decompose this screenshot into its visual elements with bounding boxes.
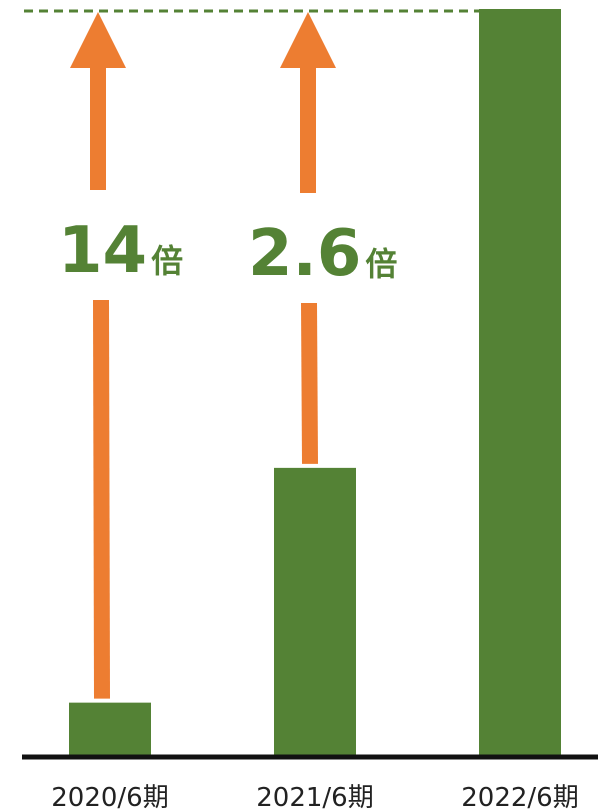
multiplier-unit-0: 倍 — [151, 242, 183, 280]
arrow-shaft-upper-1 — [300, 66, 316, 193]
bar-2 — [479, 9, 561, 756]
bar-1 — [274, 467, 356, 756]
arrow-head-0 — [70, 12, 126, 68]
x-axis-tick-labels: 2020/6期 2021/6期 2022/6期 — [51, 783, 578, 812]
x-tick-label-1: 2021/6期 — [256, 783, 373, 812]
multiplier-value-0: 14 — [58, 214, 147, 288]
growth-arrows — [70, 12, 336, 699]
multiplier-value-1: 2.6 — [248, 217, 361, 291]
arrow-shaft-lower-0 — [93, 300, 110, 699]
multiplier-label-1: 2.6 倍 — [248, 217, 397, 291]
multiplier-label-0: 14 倍 — [58, 214, 183, 288]
bars — [69, 9, 561, 756]
arrow-shaft-upper-0 — [90, 66, 106, 190]
arrow-shaft-lower-1 — [301, 303, 318, 464]
bar-0 — [69, 702, 151, 756]
x-tick-label-2: 2022/6期 — [461, 783, 578, 812]
x-tick-label-0: 2020/6期 — [51, 783, 168, 812]
arrow-head-1 — [280, 12, 336, 68]
multiplier-labels: 14 倍 2.6 倍 — [58, 214, 397, 291]
multiplier-unit-1: 倍 — [365, 245, 397, 283]
